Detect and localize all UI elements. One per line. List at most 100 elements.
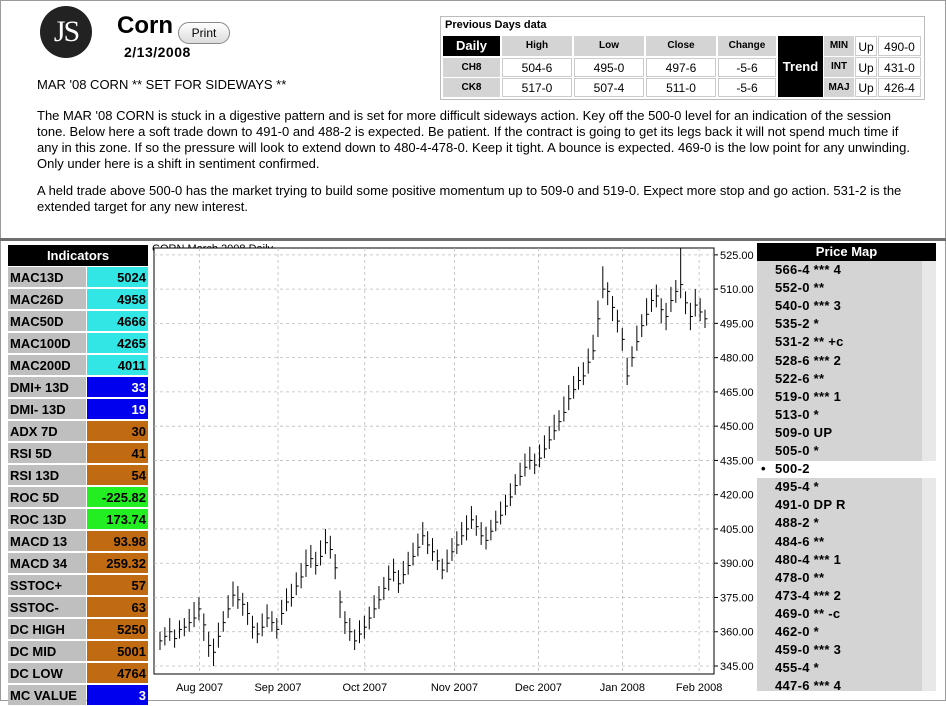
price-map-level: 531-2 ** +c bbox=[775, 334, 844, 350]
indicator-row: MAC100D 4265 bbox=[8, 333, 148, 354]
price-map-level: 528-6 *** 2 bbox=[775, 352, 842, 368]
y-tick-label: 360.00 bbox=[720, 627, 754, 639]
y-tick-label: 510.00 bbox=[720, 284, 754, 296]
column-header-close: Close bbox=[646, 36, 716, 56]
price-map-level: 566-4 *** 4 bbox=[775, 262, 842, 277]
indicator-value: 5001 bbox=[87, 641, 148, 662]
indicator-row: MC VALUE 3 bbox=[8, 685, 148, 706]
indicator-value: 3 bbox=[87, 685, 148, 706]
x-tick-label: Nov 2007 bbox=[431, 682, 478, 694]
x-tick-label: Oct 2007 bbox=[342, 682, 387, 694]
indicator-label: ADX 7D bbox=[8, 421, 86, 442]
indicator-label: DC MID bbox=[8, 641, 86, 662]
indicator-label: SSTOC+ bbox=[8, 575, 86, 596]
price-map-level: 552-0 ** bbox=[775, 280, 825, 296]
indicator-row: ROC 13D 173.74 bbox=[8, 509, 148, 530]
x-tick-label: Dec 2007 bbox=[515, 682, 562, 694]
y-tick-label: 450.00 bbox=[720, 421, 754, 433]
indicator-value: 5024 bbox=[87, 267, 148, 288]
price-map-level: 505-0 * bbox=[775, 443, 820, 458]
indicator-value: -225.82 bbox=[87, 487, 148, 508]
indicator-value: 33 bbox=[87, 377, 148, 398]
trend-int-label: INT bbox=[824, 57, 854, 77]
js-logo: JS bbox=[40, 6, 92, 58]
indicator-value: 4011 bbox=[87, 355, 148, 376]
indicator-label: MAC50D bbox=[8, 311, 86, 332]
previous-days-title: Previous Days data bbox=[445, 19, 547, 31]
price-map-level: 488-2 * bbox=[775, 515, 820, 531]
indicator-label: MAC200D bbox=[8, 355, 86, 376]
indicator-label: MC VALUE bbox=[8, 685, 86, 706]
indicator-value: 5250 bbox=[87, 619, 148, 640]
price-map-level: 473-4 *** 2 bbox=[775, 587, 842, 603]
indicator-row: RSI 13D 54 bbox=[8, 465, 148, 486]
indicator-row: DMI+ 13D 33 bbox=[8, 377, 148, 398]
price-map-current-level: 500-2 bbox=[775, 461, 810, 477]
page-title: Corn bbox=[117, 12, 173, 39]
x-tick-label: Feb 2008 bbox=[676, 682, 722, 694]
trend-int-direction: Up bbox=[855, 57, 877, 77]
trend-label: Trend bbox=[778, 36, 823, 97]
y-tick-label: 420.00 bbox=[720, 490, 754, 502]
price-map-level: 447-6 *** 4 bbox=[775, 678, 842, 694]
price-map-level: 535-2 * bbox=[775, 316, 820, 332]
price-map-level: 478-0 ** bbox=[775, 569, 825, 585]
y-tick-label: 480.00 bbox=[720, 353, 754, 365]
commentary-paragraph-2: A held trade above 500-0 has the market … bbox=[37, 183, 902, 214]
indicator-label: RSI 5D bbox=[8, 443, 86, 464]
y-tick-label: 465.00 bbox=[720, 387, 754, 399]
indicator-value: 93.98 bbox=[87, 531, 148, 552]
indicator-row: SSTOC- 63 bbox=[8, 597, 148, 618]
indicator-value: 4958 bbox=[87, 289, 148, 310]
trend-maj-label: MAJ bbox=[824, 78, 854, 97]
commentary-headline: MAR '08 CORN ** SET FOR SIDEWAYS ** bbox=[37, 77, 287, 92]
print-button[interactable]: Print bbox=[178, 22, 230, 44]
indicator-row: DC MID 5001 bbox=[8, 641, 148, 662]
price-map-level: 480-4 *** 1 bbox=[775, 551, 842, 567]
x-tick-label: Sep 2007 bbox=[254, 682, 301, 694]
indicator-row: MAC13D 5024 bbox=[8, 267, 148, 288]
indicator-label: DC LOW bbox=[8, 663, 86, 684]
indicator-value: 19 bbox=[87, 399, 148, 420]
trend-maj-value: 426-4 bbox=[878, 78, 921, 97]
indicator-value: 54 bbox=[87, 465, 148, 486]
price-map-current-band bbox=[757, 461, 936, 479]
price-map-level: 491-0 DP R bbox=[775, 497, 846, 513]
trend-min-value: 490-0 bbox=[878, 36, 921, 56]
ch8-change: -5-6 bbox=[718, 58, 776, 77]
indicator-label: DMI+ 13D bbox=[8, 377, 86, 398]
trend-maj-direction: Up bbox=[855, 78, 877, 97]
indicator-label: MACD 34 bbox=[8, 553, 86, 574]
indicator-label: DMI- 13D bbox=[8, 399, 86, 420]
y-tick-label: 525.00 bbox=[720, 250, 754, 262]
indicator-value: 173.74 bbox=[87, 509, 148, 530]
indicator-value: 57 bbox=[87, 575, 148, 596]
price-map-level: 509-0 UP bbox=[775, 424, 833, 440]
y-tick-label: 375.00 bbox=[720, 592, 754, 604]
price-map-level: 455-4 * bbox=[775, 660, 820, 676]
ck8-change: -5-6 bbox=[718, 78, 776, 97]
plot-area bbox=[153, 247, 715, 675]
contract-ch8: CH8 bbox=[443, 58, 500, 77]
ch8-high: 504-6 bbox=[502, 58, 572, 77]
indicator-row: ADX 7D 30 bbox=[8, 421, 148, 442]
indicator-value: 4764 bbox=[87, 663, 148, 684]
commentary-paragraph-1: The MAR '08 CORN is stuck in a digestive… bbox=[37, 108, 910, 171]
indicator-value: 4666 bbox=[87, 311, 148, 332]
ch8-close: 497-6 bbox=[646, 58, 716, 77]
indicator-label: ROC 5D bbox=[8, 487, 86, 508]
indicator-row: ROC 5D -225.82 bbox=[8, 487, 148, 508]
indicator-row: DC LOW 4764 bbox=[8, 663, 148, 684]
price-map-level: 495-4 * bbox=[775, 479, 820, 495]
ck8-close: 511-0 bbox=[646, 78, 716, 97]
price-map-level: 469-0 ** -c bbox=[775, 605, 841, 621]
price-chart: 525.00 510.00 495.00 480.00 465.00 450.00 435.… bbox=[153, 247, 754, 694]
indicator-row: MACD 13 93.98 bbox=[8, 531, 148, 552]
indicator-value: 259.32 bbox=[87, 553, 148, 574]
previous-days-table: Previous Days data Daily High Low Close … bbox=[440, 16, 925, 100]
indicator-label: MAC13D bbox=[8, 267, 86, 288]
price-map-level: 540-0 *** 3 bbox=[775, 298, 842, 314]
indicator-row: SSTOC+ 57 bbox=[8, 575, 148, 596]
ck8-high: 517-0 bbox=[502, 78, 572, 97]
daily-label: Daily bbox=[443, 36, 500, 56]
